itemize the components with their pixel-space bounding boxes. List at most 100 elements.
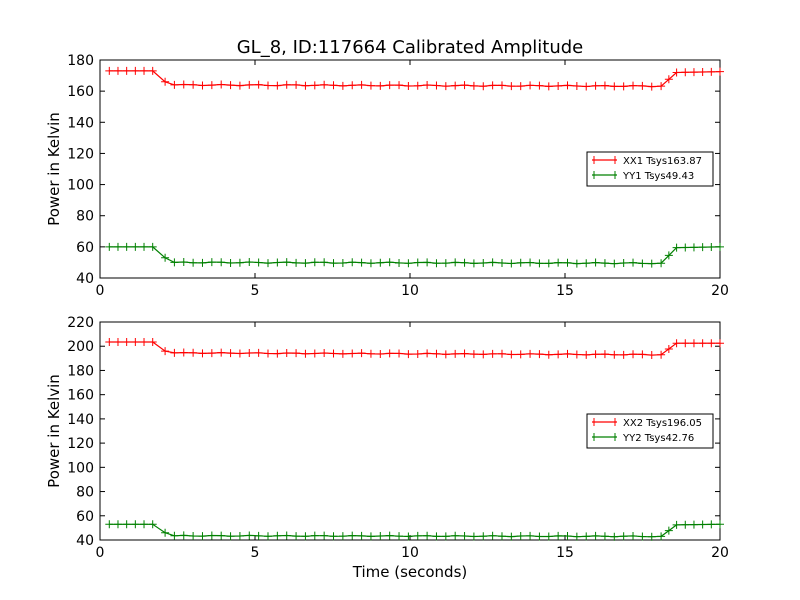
data-point	[245, 349, 254, 358]
data-point	[207, 81, 216, 90]
data-point	[226, 349, 235, 358]
data-point	[591, 350, 600, 359]
data-point	[451, 81, 460, 90]
data-point	[413, 349, 422, 358]
series-line-xx1	[109, 70, 721, 88]
data-point	[413, 531, 422, 540]
legend-label: XX1 Tsys163.87	[623, 156, 702, 167]
data-point	[488, 81, 497, 90]
data-point	[282, 531, 291, 540]
data-point	[404, 81, 413, 90]
data-point	[376, 350, 385, 358]
data-point	[563, 258, 572, 267]
series-line-yy1	[109, 246, 721, 265]
data-point	[385, 258, 394, 267]
data-point	[282, 348, 291, 357]
data-point	[535, 259, 544, 268]
y-tick-label: 120	[67, 146, 94, 162]
data-point	[619, 259, 628, 268]
data-point	[582, 532, 591, 541]
data-point	[507, 350, 516, 359]
data-point	[638, 532, 647, 541]
data-point	[226, 532, 235, 541]
data-point	[273, 531, 282, 540]
data-point	[189, 348, 198, 357]
legend-label: YY1 Tsys49.43	[622, 171, 694, 182]
data-point	[292, 532, 301, 541]
y-tick-label: 180	[67, 53, 94, 69]
data-point	[460, 81, 469, 90]
data-point	[131, 242, 140, 251]
data-point	[357, 349, 366, 358]
data-point	[681, 68, 690, 77]
data-point	[235, 81, 244, 90]
data-point	[497, 81, 506, 90]
x-tick-label: 15	[556, 545, 574, 561]
data-point	[105, 242, 114, 251]
data-point	[140, 242, 149, 251]
data-point	[451, 349, 460, 358]
data-point	[432, 349, 441, 358]
data-point	[310, 349, 319, 358]
data-point	[619, 532, 628, 541]
data-point	[170, 258, 179, 267]
data-point	[591, 81, 600, 90]
data-point	[610, 532, 619, 541]
x-tick-label: 20	[711, 545, 729, 561]
data-point	[582, 259, 591, 268]
data-point	[310, 258, 319, 267]
data-point	[161, 528, 170, 537]
data-point	[554, 531, 563, 540]
data-point	[235, 349, 244, 358]
data-point	[572, 532, 581, 541]
data-point	[554, 258, 563, 267]
data-point	[629, 258, 638, 267]
data-point	[404, 259, 413, 268]
data-point	[554, 81, 563, 90]
x-tick-label: 10	[401, 545, 419, 561]
y-tick-label: 200	[67, 339, 94, 355]
data-point	[629, 81, 638, 90]
data-point	[105, 66, 114, 75]
data-point	[140, 337, 149, 346]
data-point	[469, 350, 478, 359]
data-point	[113, 242, 122, 251]
data-point	[563, 532, 572, 541]
data-point	[689, 520, 698, 529]
data-point	[516, 350, 525, 359]
data-point	[681, 520, 690, 529]
data-point	[469, 259, 478, 268]
data-point	[376, 258, 385, 267]
data-point	[707, 67, 716, 76]
data-point	[657, 82, 666, 91]
data-point	[226, 81, 235, 90]
data-point	[647, 82, 656, 91]
data-point	[526, 349, 535, 358]
data-point	[357, 531, 366, 540]
data-point	[479, 82, 488, 91]
x-tick-label: 5	[251, 545, 260, 561]
data-point	[413, 258, 422, 267]
data-point	[638, 81, 647, 90]
data-point	[572, 259, 581, 268]
data-point	[516, 82, 525, 91]
y-axis-label: Power in Kelvin	[45, 112, 63, 226]
data-point	[647, 259, 656, 268]
data-point	[207, 258, 216, 267]
data-point	[698, 243, 707, 252]
data-point	[329, 349, 338, 358]
data-point	[189, 532, 198, 541]
data-point	[148, 66, 157, 75]
data-point	[122, 66, 131, 75]
data-point	[689, 68, 698, 77]
data-point	[245, 258, 254, 267]
data-point	[689, 339, 698, 348]
data-point	[263, 532, 272, 541]
data-point	[113, 66, 122, 75]
data-point	[479, 350, 488, 359]
data-point	[451, 531, 460, 540]
data-point	[554, 350, 563, 359]
data-point	[310, 81, 319, 90]
data-point	[161, 77, 170, 86]
data-point	[610, 350, 619, 359]
